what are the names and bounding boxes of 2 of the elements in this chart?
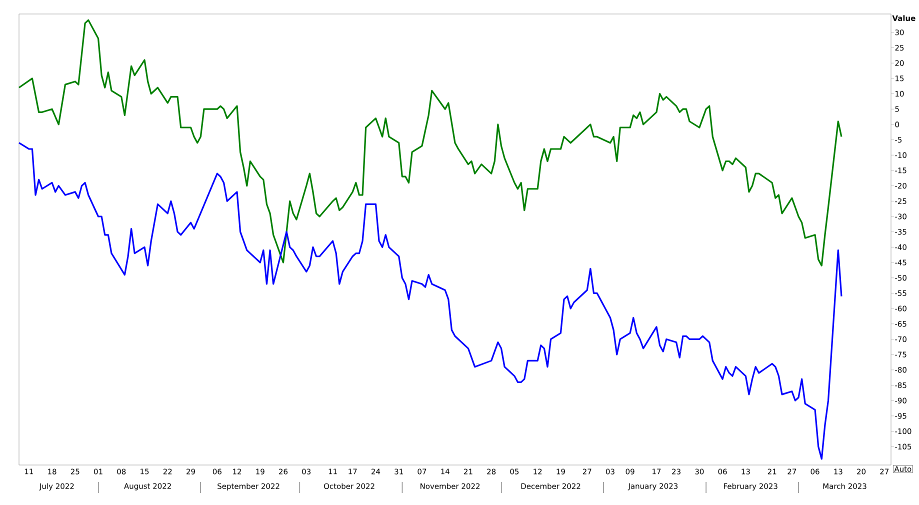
line-series	[18, 142, 842, 460]
line-series	[18, 19, 842, 266]
